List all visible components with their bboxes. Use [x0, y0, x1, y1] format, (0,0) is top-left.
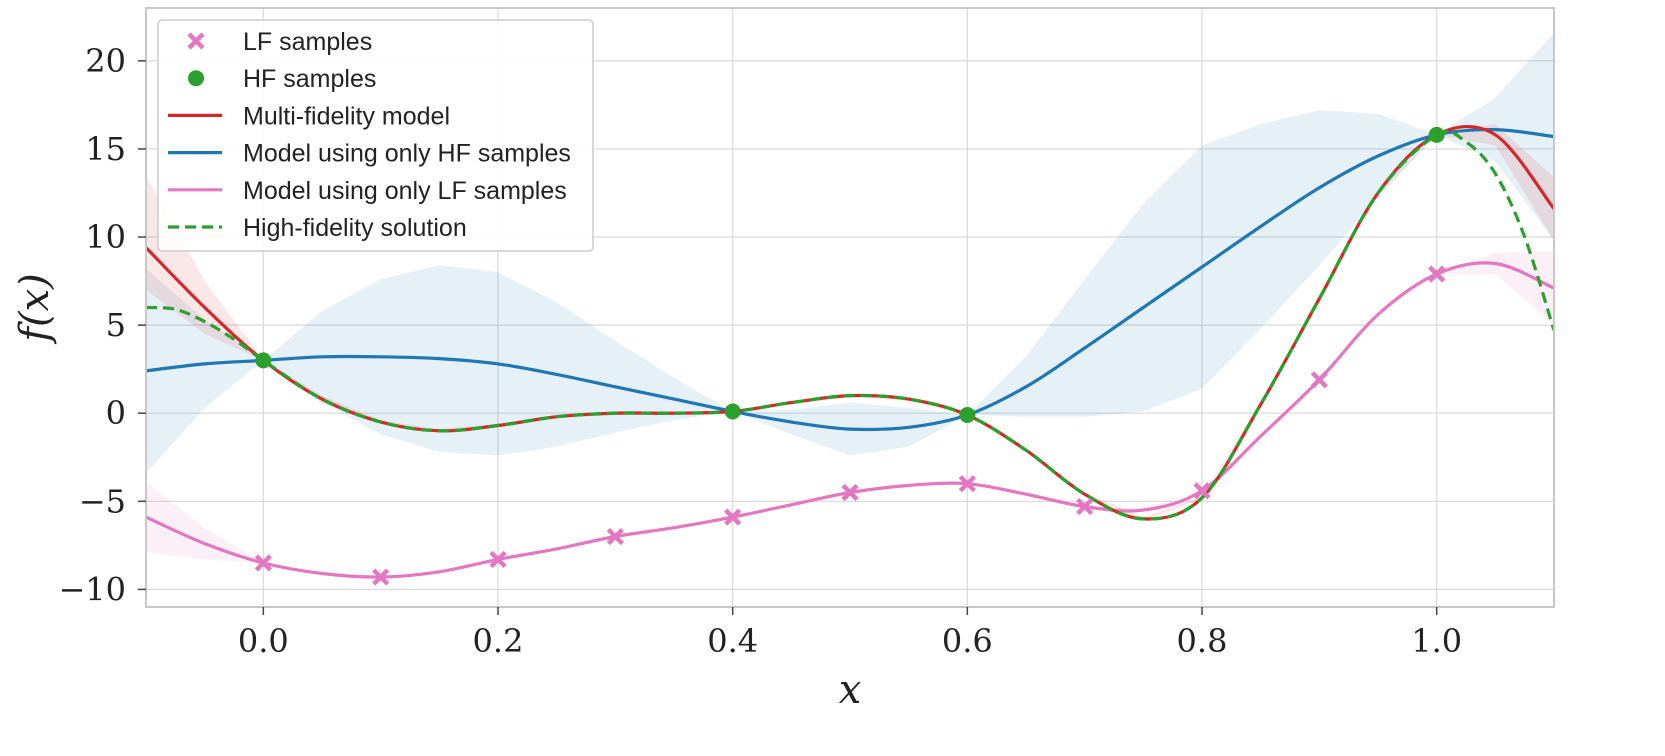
- lf-sample-stroke: [841, 483, 859, 502]
- legend-label: Model using only LF samples: [243, 177, 567, 205]
- legend-box: [157, 19, 594, 252]
- y-tick-label: 10: [85, 218, 126, 256]
- hf-sample-point: [724, 403, 741, 420]
- lf-sample-point: [1310, 371, 1328, 389]
- high-fidelity-solution-line: [146, 129, 1554, 521]
- y-tick-label: 20: [85, 42, 126, 80]
- legend-entry: LF samples: [187, 28, 372, 56]
- lf-sample-point: [606, 527, 624, 546]
- lf-sample-stroke: [1310, 371, 1328, 389]
- y-axis-label: f(x): [12, 273, 58, 345]
- legend-entry: High-fidelity solution: [168, 214, 467, 242]
- lf-sample-stroke: [724, 508, 742, 526]
- legend: LF samples HF samples Multi-fidelity model…: [157, 19, 594, 252]
- legend-label: High-fidelity solution: [243, 214, 467, 242]
- lf-sample-point: [254, 554, 272, 572]
- legend-label: Model using only HF samples: [243, 140, 571, 168]
- hf-sample-point: [1428, 126, 1445, 143]
- x-axis-label: x: [839, 667, 862, 713]
- y-tick-label: 15: [85, 130, 126, 168]
- lf-sample-point: [1428, 265, 1446, 283]
- lf-sample-stroke: [606, 527, 624, 546]
- lf-sample-point: [372, 568, 390, 586]
- model-using-only-hf-samples-line: [146, 127, 1554, 432]
- legend-label: Multi-fidelity model: [243, 102, 450, 130]
- axis-ticks: 0.0 0.2 0.4 0.6 0.8 1.0 −10 −5 0 5 10 15 20: [58, 42, 1462, 660]
- hf-sample-point: [255, 352, 272, 369]
- lf-sample-stroke: [1193, 482, 1211, 500]
- legend-label: LF samples: [243, 28, 372, 56]
- lf-sample-point: [841, 483, 859, 502]
- legend-entry: Model using only HF samples: [168, 140, 571, 168]
- lf-sample-point: [1193, 482, 1211, 500]
- legend-entry: Multi-fidelity model: [168, 102, 450, 130]
- legend-entry: HF samples: [188, 65, 376, 93]
- hf-sample-point: [959, 406, 976, 423]
- lf-sample-point: [1076, 497, 1094, 516]
- lf-sample-point: [958, 475, 976, 493]
- lf-sample-point: [489, 550, 507, 569]
- lf-sample-stroke: [254, 554, 272, 572]
- hf-samples-legend-marker: [188, 70, 204, 87]
- y-tick-label: 5: [106, 306, 126, 344]
- lf-sample-stroke: [1428, 265, 1446, 283]
- legend-entry: Model using only LF samples: [168, 177, 567, 205]
- plot-frame: [145, 7, 1555, 608]
- lf-sample-stroke: [958, 475, 976, 493]
- y-tick-label: 0: [106, 394, 126, 432]
- x-tick-label: 0.2: [473, 622, 524, 660]
- x-tick-label: 0.6: [942, 622, 993, 660]
- x-tick-label: 0.4: [707, 622, 758, 660]
- x-tick-label: 1.0: [1411, 622, 1462, 660]
- x-tick-label: 0.0: [238, 622, 289, 660]
- lf-sample-stroke: [489, 550, 507, 569]
- lf-sample-stroke: [1076, 497, 1094, 516]
- y-tick-label: −10: [58, 570, 126, 608]
- x-tick-label: 0.8: [1177, 622, 1228, 660]
- lf-sample-stroke: [372, 568, 390, 586]
- lf-sample-point: [724, 508, 742, 526]
- y-tick-label: −5: [79, 482, 126, 520]
- legend-label: HF samples: [243, 65, 376, 93]
- lf-samples-legend-marker: [187, 32, 205, 50]
- sample-markers: [254, 126, 1446, 586]
